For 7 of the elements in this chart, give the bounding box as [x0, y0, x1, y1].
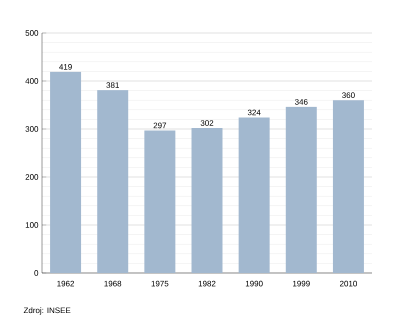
- bar: [97, 90, 128, 273]
- bar: [144, 130, 176, 273]
- bar: [286, 106, 317, 273]
- bar: [238, 117, 270, 273]
- bar: [192, 128, 222, 273]
- bar: [332, 100, 364, 273]
- bar: [50, 72, 82, 273]
